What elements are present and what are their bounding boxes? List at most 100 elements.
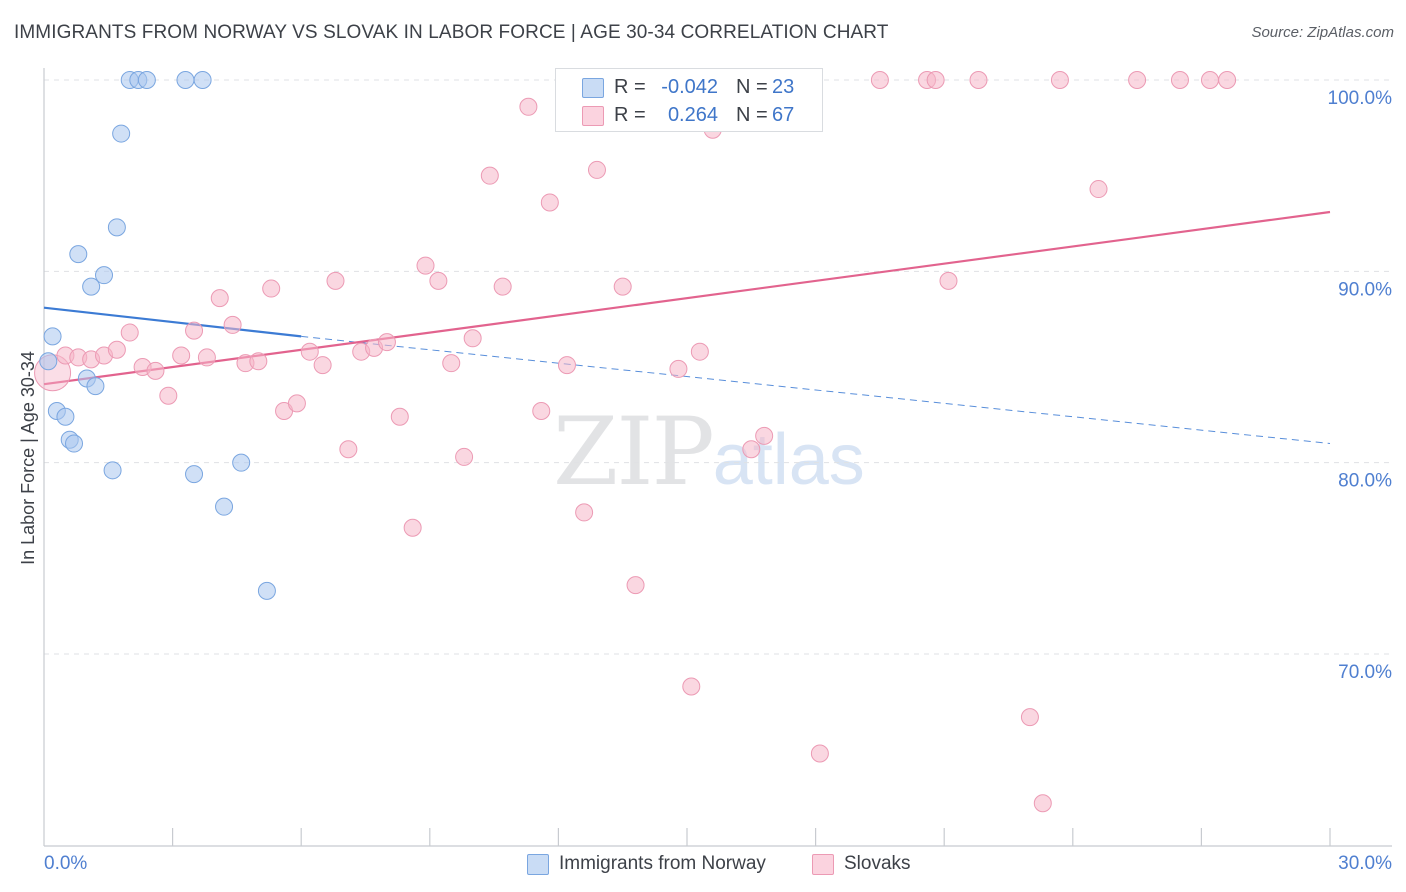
data-point[interactable] bbox=[185, 465, 204, 484]
n-label: N = bbox=[736, 76, 768, 98]
data-point[interactable] bbox=[95, 266, 114, 285]
x-ticks bbox=[172, 828, 1331, 846]
data-point[interactable] bbox=[120, 323, 139, 342]
data-point[interactable] bbox=[197, 348, 216, 367]
trend-line bbox=[43, 306, 302, 338]
trend-line-extension bbox=[301, 335, 1331, 445]
data-point[interactable] bbox=[1033, 794, 1052, 813]
data-point[interactable] bbox=[1020, 708, 1039, 727]
data-point[interactable] bbox=[403, 518, 422, 537]
data-point[interactable] bbox=[176, 71, 195, 89]
watermark-zip: ZIP bbox=[553, 398, 715, 507]
r-label: R = bbox=[614, 76, 646, 98]
data-point[interactable] bbox=[613, 277, 632, 296]
data-point[interactable] bbox=[86, 377, 105, 396]
data-point[interactable] bbox=[313, 356, 332, 375]
y-tick-label: 90.0% bbox=[1338, 279, 1392, 300]
data-point[interactable] bbox=[1200, 71, 1219, 89]
data-point[interactable] bbox=[223, 315, 242, 334]
data-point[interactable] bbox=[493, 277, 512, 296]
data-points bbox=[34, 71, 1237, 813]
data-point[interactable] bbox=[532, 402, 551, 421]
data-point[interactable] bbox=[626, 576, 645, 595]
data-point[interactable] bbox=[326, 271, 345, 290]
data-point[interactable] bbox=[56, 407, 75, 426]
data-point[interactable] bbox=[939, 271, 958, 290]
data-point[interactable] bbox=[429, 271, 448, 290]
data-point[interactable] bbox=[519, 97, 538, 116]
data-point[interactable] bbox=[262, 279, 281, 298]
data-point[interactable] bbox=[107, 218, 126, 237]
y-axis-title: In Labor Force | Age 30-34 bbox=[18, 351, 38, 565]
x-tick-label-min: 0.0% bbox=[44, 853, 87, 874]
n-value: 23 bbox=[772, 76, 795, 98]
data-point[interactable] bbox=[39, 352, 58, 371]
data-point[interactable] bbox=[232, 453, 251, 472]
norway-legend-swatch bbox=[527, 854, 549, 875]
source-label: Source: ZipAtlas.com bbox=[1251, 24, 1394, 41]
data-point[interactable] bbox=[82, 277, 101, 296]
data-point[interactable] bbox=[575, 503, 594, 522]
data-point[interactable] bbox=[870, 71, 889, 89]
data-point[interactable] bbox=[810, 744, 829, 763]
data-point[interactable] bbox=[43, 327, 62, 346]
data-point[interactable] bbox=[185, 321, 204, 340]
r-value: -0.042 bbox=[661, 76, 718, 98]
data-point[interactable] bbox=[137, 71, 156, 89]
data-point[interactable] bbox=[107, 340, 126, 359]
y-tick-label: 80.0% bbox=[1338, 471, 1392, 492]
series-legend: Immigrants from Norway Slovaks bbox=[0, 852, 1406, 878]
data-point[interactable] bbox=[103, 461, 122, 480]
data-point[interactable] bbox=[287, 394, 306, 413]
data-point[interactable] bbox=[1050, 71, 1069, 89]
data-point[interactable] bbox=[540, 193, 559, 212]
n-label: N = bbox=[736, 104, 768, 126]
legend-label: Immigrants from Norway bbox=[559, 853, 766, 874]
data-point[interactable] bbox=[969, 71, 988, 89]
slovaks-swatch bbox=[582, 106, 604, 126]
data-point[interactable] bbox=[249, 352, 268, 371]
data-point[interactable] bbox=[480, 166, 499, 185]
data-point[interactable] bbox=[926, 71, 945, 89]
stats-row-norway: R = -0.042 N = 23 bbox=[556, 73, 822, 101]
data-point[interactable] bbox=[742, 440, 761, 459]
data-point[interactable] bbox=[146, 361, 165, 380]
r-value: 0.264 bbox=[667, 104, 718, 126]
slovaks-legend-swatch bbox=[812, 854, 834, 875]
data-point[interactable] bbox=[690, 342, 709, 361]
data-point[interactable] bbox=[463, 329, 482, 348]
data-point[interactable] bbox=[557, 356, 576, 375]
data-point[interactable] bbox=[390, 407, 409, 426]
data-point[interactable] bbox=[1170, 71, 1189, 89]
y-tick-labels: 70.0% 80.0% 90.0% 100.0% bbox=[1328, 88, 1393, 683]
data-point[interactable] bbox=[669, 359, 688, 378]
data-point[interactable] bbox=[1089, 180, 1108, 199]
data-point[interactable] bbox=[65, 434, 84, 453]
n-value: 67 bbox=[772, 104, 795, 126]
data-point[interactable] bbox=[112, 124, 131, 143]
data-point[interactable] bbox=[416, 256, 435, 275]
x-tick-label-max: 30.0% bbox=[1338, 853, 1392, 874]
data-point[interactable] bbox=[215, 497, 234, 516]
data-point[interactable] bbox=[1218, 71, 1237, 89]
data-point[interactable] bbox=[587, 160, 606, 179]
data-point[interactable] bbox=[69, 245, 88, 264]
data-point[interactable] bbox=[257, 581, 276, 600]
data-point[interactable] bbox=[300, 342, 319, 361]
data-point[interactable] bbox=[682, 677, 701, 696]
data-point[interactable] bbox=[172, 346, 191, 365]
data-point[interactable] bbox=[159, 386, 178, 405]
norway-swatch bbox=[582, 78, 604, 98]
data-point[interactable] bbox=[377, 333, 396, 352]
data-point[interactable] bbox=[1128, 71, 1147, 89]
data-point[interactable] bbox=[339, 440, 358, 459]
data-point[interactable] bbox=[193, 71, 212, 89]
legend-label: Slovaks bbox=[844, 853, 911, 874]
data-point[interactable] bbox=[442, 354, 461, 373]
y-tick-label: 100.0% bbox=[1328, 88, 1393, 109]
data-point[interactable] bbox=[455, 447, 474, 466]
data-point[interactable] bbox=[755, 426, 774, 445]
r-label: R = bbox=[614, 104, 646, 126]
data-point[interactable] bbox=[210, 289, 229, 308]
